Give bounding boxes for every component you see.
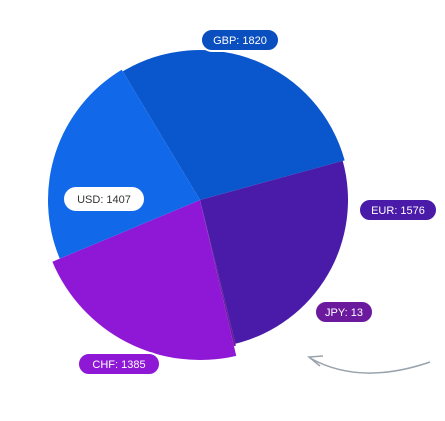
label-pointer-line [309,357,431,374]
slice-label-text: EUR: 1576 [371,205,425,217]
slice-label-gbp: GBP: 1820 [200,28,280,52]
slice-label-chf: CHF: 1385 [77,352,161,376]
slice-label-group: GBP: 1820 EUR: 1576 JPY: 13 CHF: 1385 USD: 1… [64,28,438,376]
pie-slice-jpy [200,200,236,347]
slice-label-text: USD: 1407 [77,194,131,206]
slice-label-text: CHF: 1385 [92,359,145,371]
slice-label-box [200,28,280,52]
slice-label-jpy: JPY: 13 [314,300,374,324]
label-pointer-group [307,355,431,374]
pie-slice-usd [47,69,201,259]
label-pointer-arrowhead [307,355,324,367]
slice-label-box [358,198,438,222]
pie-slice-gbp [122,49,345,200]
slice-group [47,49,348,361]
pie-slice-eur [200,160,348,344]
slice-label-usd: USD: 1407 [64,187,144,211]
pie-slice-chf [52,200,237,361]
slice-label-text: GBP: 1820 [213,35,267,47]
slice-label-eur: EUR: 1576 [358,198,438,222]
slice-label-box [64,187,144,211]
slice-label-text: JPY: 13 [325,307,363,319]
slice-label-box [314,300,374,324]
slice-label-box [77,352,161,376]
